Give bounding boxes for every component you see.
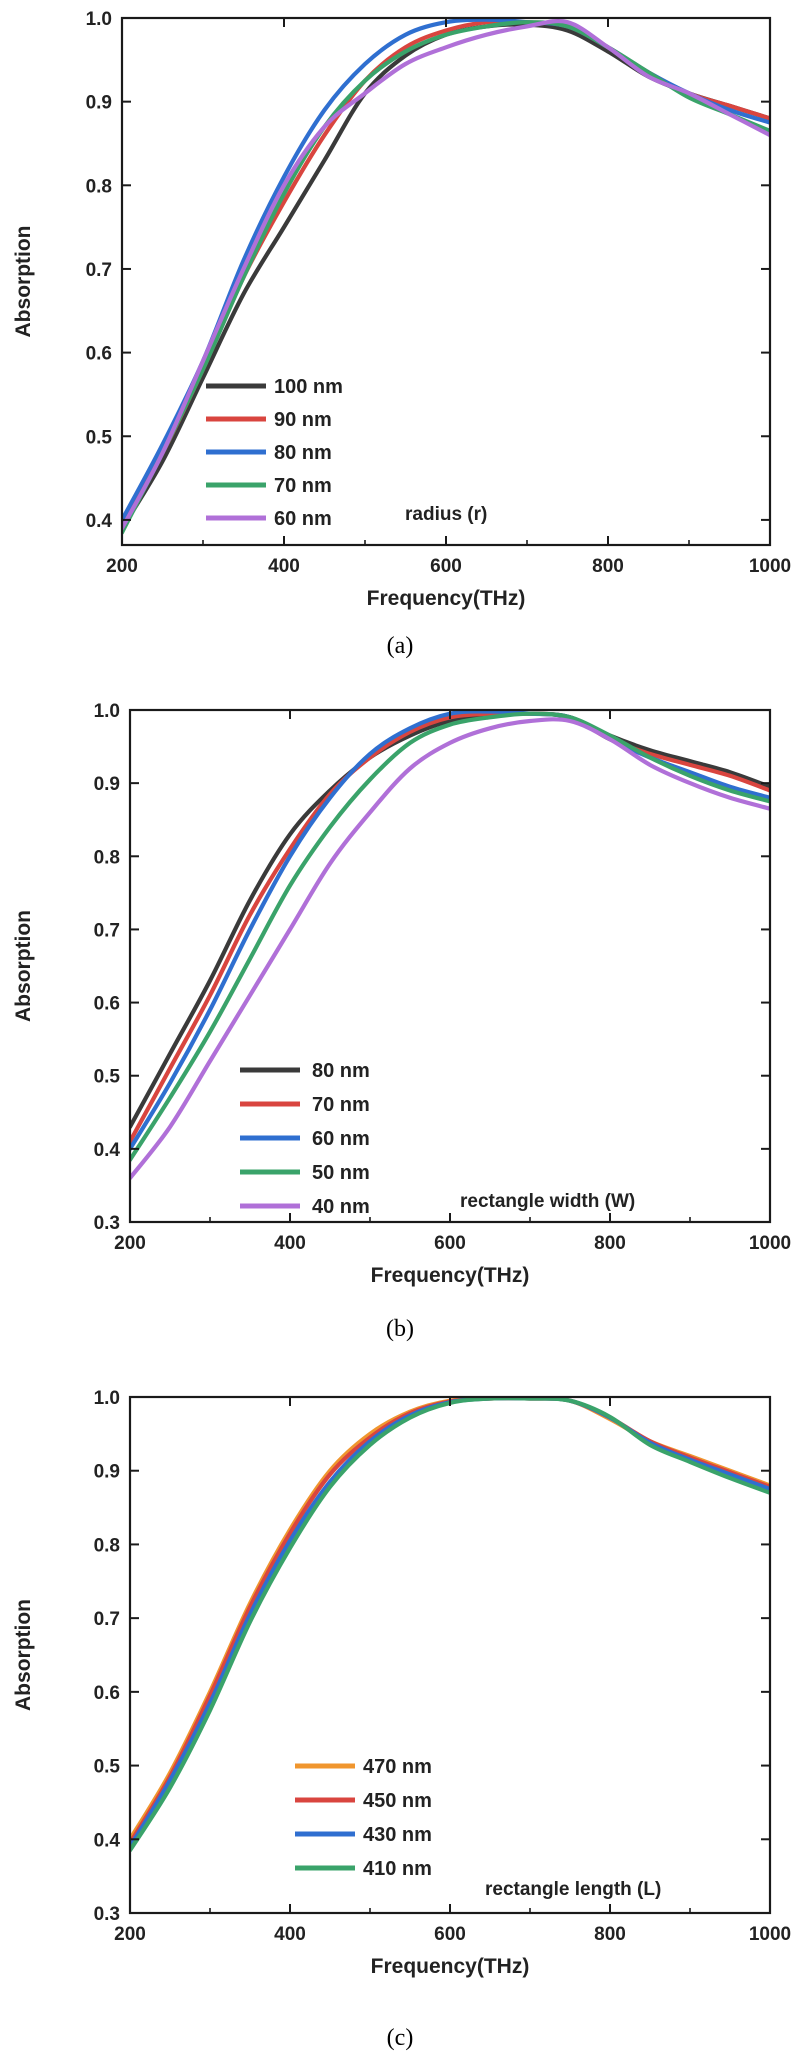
x-tick-label: 400 bbox=[274, 1924, 306, 1945]
legend: 470 nm 450 nm 430 nm 410 nm bbox=[295, 1756, 432, 1880]
y-axis-title: Absorption bbox=[12, 226, 35, 338]
legend-label: 90 nm bbox=[274, 409, 332, 431]
x-tick-label: 800 bbox=[594, 1233, 626, 1254]
panel-caption: (a) bbox=[387, 633, 414, 659]
x-tick-label: 400 bbox=[274, 1233, 306, 1254]
y-tick-label: 0.8 bbox=[86, 176, 112, 197]
panel-caption: (b) bbox=[386, 1316, 414, 1342]
y-tick-label: 0.8 bbox=[94, 1535, 120, 1556]
series-lines bbox=[130, 710, 770, 1181]
y-tick-label: 0.4 bbox=[94, 1140, 121, 1161]
chart-annotation: radius (r) bbox=[405, 504, 487, 525]
chart-annotation: rectangle length (L) bbox=[485, 1879, 661, 1900]
y-tick-label: 0.4 bbox=[94, 1830, 121, 1851]
legend-label: 410 nm bbox=[363, 1858, 432, 1880]
x-axis-title: Frequency(THz) bbox=[367, 587, 526, 610]
x-tick-label: 1000 bbox=[749, 556, 791, 577]
y-tick-label: 0.9 bbox=[86, 93, 112, 114]
chart-panel-2: 200 400 600 800 1000 0.3 0.4 0.5 0.6 0.7 0.8 0.9 1.0… bbox=[12, 701, 791, 1342]
y-tick-label: 0.3 bbox=[94, 1904, 120, 1925]
x-tick-label: 400 bbox=[268, 556, 300, 577]
series-line-80-nm bbox=[130, 711, 770, 1129]
chart-panel-3: 200 400 600 800 1000 0.3 0.4 0.5 0.6 0.7 0.8 0.9 1.0… bbox=[12, 1388, 791, 2051]
series-line-60-nm bbox=[122, 18, 770, 531]
legend-label: 470 nm bbox=[363, 1756, 432, 1778]
x-axis-title: Frequency(THz) bbox=[371, 1264, 530, 1287]
x-tick-label: 200 bbox=[114, 1233, 146, 1254]
legend-label: 450 nm bbox=[363, 1790, 432, 1812]
legend-label: 60 nm bbox=[312, 1128, 370, 1150]
x-tick-label: 200 bbox=[114, 1924, 146, 1945]
y-tick-label: 0.7 bbox=[94, 920, 120, 941]
series-line-80-nm bbox=[122, 18, 770, 522]
series-line-50-nm bbox=[130, 711, 770, 1162]
series-line-470-nm bbox=[130, 1397, 770, 1842]
y-tick-label: 1.0 bbox=[94, 1388, 120, 1409]
series-line-70-nm bbox=[122, 20, 770, 535]
y-tick-label: 0.7 bbox=[86, 260, 112, 281]
y-tick-label: 0.7 bbox=[94, 1609, 120, 1630]
y-tick-label: 0.4 bbox=[86, 511, 113, 532]
legend-label: 80 nm bbox=[274, 442, 332, 464]
y-tick-label: 0.6 bbox=[94, 994, 120, 1015]
y-tick-label: 0.5 bbox=[86, 427, 113, 448]
legend: 100 nm 90 nm 80 nm 70 nm 60 nm bbox=[206, 376, 343, 530]
legend-label: 70 nm bbox=[274, 475, 332, 497]
x-tick-label: 800 bbox=[594, 1924, 626, 1945]
x-tick-label: 600 bbox=[434, 1924, 466, 1945]
series-line-70-nm bbox=[130, 711, 770, 1144]
panel-caption: (c) bbox=[387, 2025, 414, 2051]
chart-panel-1: 200 400 600 800 1000 0.4 0.5 0.6 0.7 0.8 0.9 1.0 Fre… bbox=[12, 9, 791, 659]
legend-label: 100 nm bbox=[274, 376, 343, 398]
chart-annotation: rectangle width (W) bbox=[460, 1191, 635, 1212]
legend-label: 80 nm bbox=[312, 1060, 370, 1082]
y-tick-label: 0.5 bbox=[94, 1757, 121, 1778]
x-axis-title: Frequency(THz) bbox=[371, 1955, 530, 1978]
legend-label: 60 nm bbox=[274, 508, 332, 530]
x-tick-label: 600 bbox=[430, 556, 462, 577]
y-tick-label: 1.0 bbox=[86, 9, 112, 30]
y-tick-label: 0.8 bbox=[94, 847, 120, 868]
legend-label: 430 nm bbox=[363, 1824, 432, 1846]
legend-label: 50 nm bbox=[312, 1162, 370, 1184]
series-line-410-nm bbox=[130, 1397, 770, 1853]
series-line-430-nm bbox=[130, 1397, 770, 1849]
y-tick-label: 0.6 bbox=[94, 1683, 120, 1704]
series-line-90-nm bbox=[122, 19, 770, 527]
x-tick-label: 1000 bbox=[749, 1924, 791, 1945]
y-tick-label: 0.3 bbox=[94, 1213, 120, 1234]
y-tick-label: 0.6 bbox=[86, 344, 112, 365]
y-axis-title: Absorption bbox=[12, 1599, 35, 1711]
x-tick-label: 200 bbox=[106, 556, 138, 577]
legend-label: 70 nm bbox=[312, 1094, 370, 1116]
y-tick-label: 1.0 bbox=[94, 701, 120, 722]
legend: 80 nm 70 nm 60 nm 50 nm 40 nm bbox=[240, 1060, 370, 1218]
series-lines bbox=[122, 18, 770, 535]
y-tick-label: 0.5 bbox=[94, 1067, 121, 1088]
y-tick-label: 0.9 bbox=[94, 1462, 120, 1483]
series-line-40-nm bbox=[130, 717, 770, 1181]
x-tick-label: 1000 bbox=[749, 1233, 791, 1254]
series-line-450-nm bbox=[130, 1397, 770, 1846]
y-axis-title: Absorption bbox=[12, 910, 35, 1022]
legend-label: 40 nm bbox=[312, 1196, 370, 1218]
series-lines bbox=[130, 1397, 770, 1853]
plot-frame bbox=[120, 16, 772, 547]
x-tick-label: 800 bbox=[592, 556, 624, 577]
y-tick-label: 0.9 bbox=[94, 774, 120, 795]
x-tick-label: 600 bbox=[434, 1233, 466, 1254]
